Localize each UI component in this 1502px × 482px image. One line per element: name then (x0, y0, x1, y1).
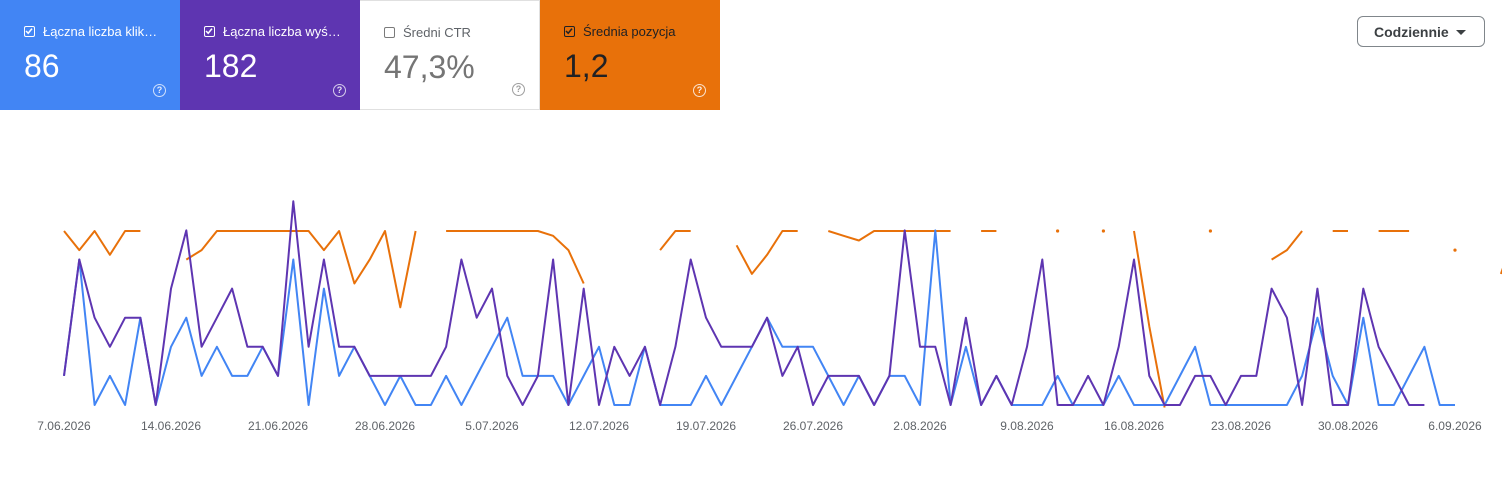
checkbox-unchecked-icon[interactable] (384, 27, 395, 38)
metric-card-ctr[interactable]: Średni CTR 47,3% ? (360, 0, 540, 110)
x-tick-label: 19.07.2026 (676, 419, 736, 433)
granularity-dropdown[interactable]: Codziennie (1357, 16, 1485, 47)
x-tick-label: 9.08.2026 (1000, 419, 1054, 433)
metric-value: 182 (204, 48, 258, 84)
data-point (1056, 229, 1060, 233)
granularity-label: Codziennie (1374, 24, 1449, 40)
checkbox-checked-icon[interactable] (24, 26, 35, 37)
x-tick-label: 16.08.2026 (1104, 419, 1164, 433)
x-tick-label: 5.07.2026 (465, 419, 519, 433)
metric-value: 1,2 (564, 48, 609, 84)
metric-card-clicks[interactable]: Łączna liczba kliknięć 86 ? (0, 0, 180, 110)
x-tick-label: 26.07.2026 (783, 419, 843, 433)
x-tick-label: 14.06.2026 (141, 419, 201, 433)
series-line (446, 230, 585, 284)
help-icon[interactable]: ? (153, 84, 166, 97)
checkbox-checked-icon[interactable] (564, 26, 575, 37)
metric-cards: Łączna liczba kliknięć 86 ? Łączna liczb… (0, 0, 720, 110)
series-line (63, 200, 1425, 406)
series-line (63, 229, 1455, 406)
x-tick-label: 28.06.2026 (355, 419, 415, 433)
checkbox-checked-icon[interactable] (204, 26, 215, 37)
help-icon[interactable]: ? (333, 84, 346, 97)
data-point (1208, 229, 1212, 233)
x-tick-label: 21.06.2026 (248, 419, 308, 433)
series-line (63, 230, 141, 256)
data-point (1101, 229, 1105, 233)
series-line (185, 230, 417, 309)
x-tick-label: 6.09.2026 (1428, 419, 1482, 433)
series-line (828, 230, 951, 242)
x-tick-label: 23.08.2026 (1211, 419, 1271, 433)
metric-value: 86 (24, 48, 60, 84)
caret-down-icon (1456, 30, 1466, 35)
data-point (1453, 248, 1457, 252)
help-icon[interactable]: ? (512, 83, 525, 96)
series-0 (63, 229, 1455, 406)
x-tick-label: 12.07.2026 (569, 419, 629, 433)
x-tick-label: 2.08.2026 (893, 419, 947, 433)
series-line (735, 230, 798, 275)
x-tick-label: 30.08.2026 (1318, 419, 1378, 433)
series-line (1133, 230, 1166, 408)
metric-value: 47,3% (384, 49, 475, 85)
metric-card-impressions[interactable]: Łączna liczba wyświetleń 182 ? (180, 0, 360, 110)
help-icon[interactable]: ? (693, 84, 706, 97)
series-2 (63, 229, 1502, 408)
series-line (659, 230, 691, 251)
series-1 (63, 200, 1425, 406)
x-tick-label: 7.06.2026 (37, 419, 91, 433)
series-line (1271, 230, 1303, 261)
metric-card-position[interactable]: Średnia pozycja 1,2 ? (540, 0, 720, 110)
